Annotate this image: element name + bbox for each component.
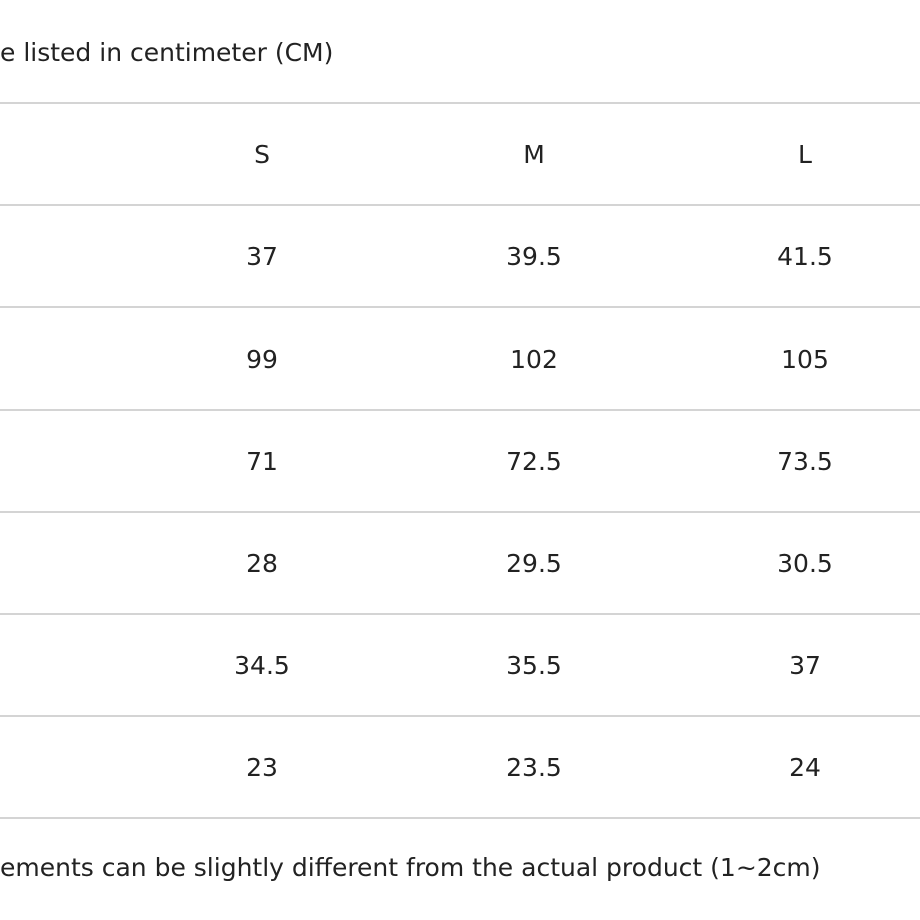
row-divider	[0, 817, 920, 820]
row-divider	[0, 306, 920, 309]
row-divider	[0, 408, 920, 411]
table-cell: 73.5	[777, 446, 833, 476]
row-divider	[0, 204, 920, 207]
unit-note: e listed in centimeter (CM)	[0, 38, 334, 67]
table-cell: 23	[246, 753, 278, 783]
table-cell: 23.5	[506, 753, 562, 783]
table-cell: 99	[246, 344, 278, 374]
row-divider	[0, 510, 920, 513]
table-cell: 71	[246, 446, 278, 476]
table-cell: 41.5	[777, 242, 833, 272]
table-cell: 24	[789, 753, 821, 783]
footnote: ements can be slightly different from th…	[0, 853, 821, 882]
table-cell: 37	[246, 242, 278, 272]
row-divider	[0, 715, 920, 718]
table-cell: 34.5	[234, 651, 290, 681]
column-header: S	[254, 140, 270, 170]
table-cell: 37	[789, 651, 821, 681]
table-cell: 72.5	[506, 446, 562, 476]
table-cell: 105	[781, 344, 829, 374]
table-cell: 29.5	[506, 548, 562, 578]
table-cell: 102	[510, 344, 558, 374]
table-cell: 35.5	[506, 651, 562, 681]
table-cell: 39.5	[506, 242, 562, 272]
column-header: M	[523, 140, 545, 170]
table-cell: 28	[246, 548, 278, 578]
row-divider	[0, 613, 920, 615]
table-cell: 30.5	[777, 548, 833, 578]
column-header: L	[798, 140, 812, 170]
row-divider	[0, 102, 920, 104]
